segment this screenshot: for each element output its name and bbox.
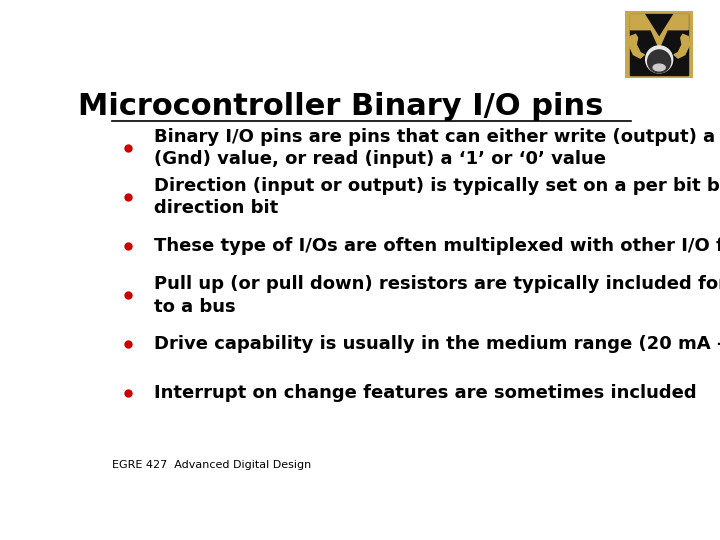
Circle shape	[646, 46, 672, 73]
Ellipse shape	[653, 64, 665, 71]
Text: These type of I/Os are often multiplexed with other I/O functions: These type of I/Os are often multiplexed…	[154, 237, 720, 255]
Circle shape	[648, 50, 670, 73]
Text: EGRE 427  Advanced Digital Design: EGRE 427 Advanced Digital Design	[112, 460, 312, 470]
Text: Drive capability is usually in the medium range (20 mA - 60 mA): Drive capability is usually in the mediu…	[154, 335, 720, 353]
Text: Interrupt on change features are sometimes included: Interrupt on change features are sometim…	[154, 384, 697, 402]
Polygon shape	[674, 35, 690, 58]
Text: Microcontroller Binary I/O pins: Microcontroller Binary I/O pins	[78, 92, 604, 121]
Text: Direction (input or output) is typically set on a per bit basis with a
direction: Direction (input or output) is typically…	[154, 177, 720, 218]
Text: Binary I/O pins are pins that can either write (output) a ‘1’ (Vdd) or ‘0’
(Gnd): Binary I/O pins are pins that can either…	[154, 127, 720, 168]
Polygon shape	[629, 35, 644, 58]
Polygon shape	[630, 14, 688, 48]
Text: Pull up (or pull down) resistors are typically included for connection
to a bus: Pull up (or pull down) resistors are typ…	[154, 275, 720, 315]
Bar	[630, 14, 688, 75]
